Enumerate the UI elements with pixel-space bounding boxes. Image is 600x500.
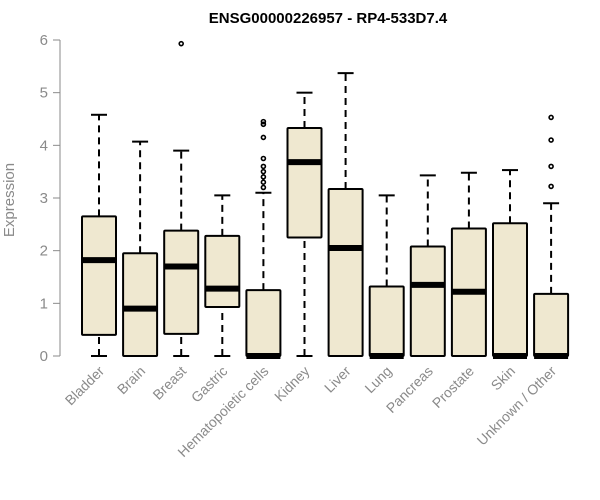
- outlier-point: [260, 184, 267, 191]
- box-series: [81, 40, 570, 359]
- box-iqr: [368, 285, 405, 358]
- outlier-point: [548, 163, 554, 170]
- box-unknown-other: [533, 114, 570, 359]
- outlier-point: [260, 155, 267, 162]
- outlier-point: [260, 134, 267, 141]
- box-iqr: [163, 229, 200, 335]
- y-axis-label: Expression: [1, 163, 18, 237]
- x-tick-label: Prostate: [429, 363, 477, 411]
- outlier-point: [260, 179, 267, 185]
- x-tick-label: Lung: [361, 363, 394, 396]
- box-iqr: [492, 222, 528, 357]
- x-tick-label: Breast: [149, 363, 189, 403]
- x-tick-label: Bladder: [62, 363, 108, 409]
- outlier-point: [548, 137, 554, 143]
- x-tick-label: Kidney: [271, 363, 313, 405]
- box-gastric: [204, 194, 241, 357]
- outlier-point: [260, 168, 267, 175]
- outlier-point: [260, 174, 267, 180]
- box-iqr: [533, 292, 570, 357]
- outlier-point: [260, 121, 267, 128]
- box-skin: [492, 169, 528, 359]
- y-tick-label: 5: [40, 85, 48, 102]
- box-iqr: [286, 126, 323, 239]
- box-iqr: [409, 245, 446, 358]
- y-axis: 0 1 2 3 4 5 6: [40, 32, 61, 365]
- outlier-point: [548, 114, 554, 121]
- box-liver: [327, 72, 364, 357]
- outlier-point: [548, 183, 554, 190]
- box-iqr: [327, 188, 364, 357]
- chart-title: ENSG00000226957 - RP4-533D7.4: [209, 10, 448, 27]
- box-kidney: [286, 91, 323, 357]
- x-tick-label: Skin: [488, 363, 519, 394]
- box-iqr: [204, 234, 241, 309]
- box-breast: [163, 40, 200, 357]
- box-lung: [368, 194, 405, 359]
- box-iqr: [122, 252, 159, 357]
- y-tick-label: 1: [40, 295, 48, 312]
- y-tick-label: 6: [40, 32, 48, 49]
- box-brain: [122, 140, 159, 357]
- y-tick-label: 4: [40, 137, 48, 154]
- outlier-point: [178, 40, 184, 47]
- outlier-point: [260, 118, 267, 125]
- box-prostate: [450, 171, 487, 357]
- box-pancreas: [409, 174, 446, 358]
- box-bladder: [81, 113, 117, 357]
- box-iqr: [245, 289, 282, 357]
- y-tick-label: 2: [40, 243, 48, 260]
- box-hematopoietic-cells: [245, 118, 282, 359]
- y-tick-label: 3: [40, 190, 48, 207]
- box-iqr: [81, 215, 117, 336]
- x-tick-label: Liver: [321, 363, 354, 396]
- outlier-point: [260, 163, 267, 170]
- y-tick-label: 0: [40, 348, 48, 365]
- x-tick-label: Brain: [114, 363, 148, 397]
